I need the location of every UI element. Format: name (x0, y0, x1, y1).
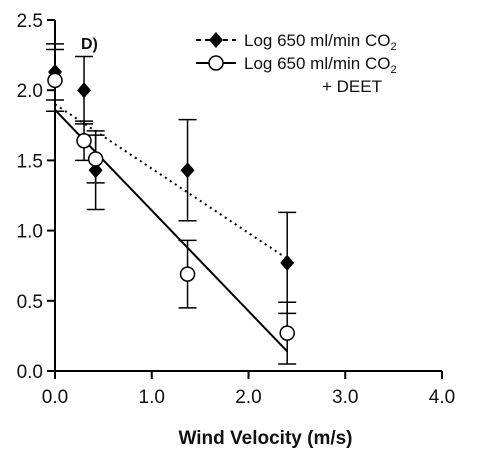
x-tick-label: 2.0 (235, 387, 261, 408)
legend-marker-open-circle (208, 55, 224, 71)
panel-label: D) (81, 36, 98, 53)
legend-marker-filled-diamond (209, 32, 223, 48)
y-tick-label: 0.5 (17, 292, 43, 313)
axes: 0.0 1.0 2.0 3.0 4.0 0.0 0.5 1.0 1.5 2.0 2.5 Wind Ve… (17, 11, 456, 449)
data-point-diamond (180, 162, 195, 179)
data-point-circle (47, 72, 63, 89)
y-tick-label: 1.5 (17, 151, 43, 172)
x-tick-label: 4.0 (429, 387, 455, 408)
x-tick-label: 0.0 (42, 387, 68, 408)
y-tick-label: 2.0 (17, 81, 43, 102)
legend-label-series-2: Log 650 ml/min CO2 (244, 54, 397, 76)
y-tick-label: 1.0 (17, 222, 43, 243)
data-point-diamond (88, 162, 103, 179)
data-point-circle (76, 132, 92, 149)
data-point-circle (179, 266, 196, 282)
data-point-circle (279, 325, 295, 341)
legend-label-series-2-line2: + DEET (322, 77, 382, 96)
data-point-circle (87, 151, 104, 167)
fit-line-series-2 (54, 109, 288, 353)
fit-line-series-1 (54, 103, 288, 260)
x-tick-label: 3.0 (332, 387, 358, 408)
y-tick-label: 0.0 (17, 362, 43, 383)
fit-lines (54, 103, 288, 353)
y-tick-label: 2.5 (17, 11, 43, 32)
legend-label-series-1: Log 650 ml/min CO2 (244, 31, 397, 53)
data-point-diamond (280, 254, 295, 271)
data-point-diamond (77, 82, 92, 99)
legend: Log 650 ml/min CO2 Log 650 ml/min CO2 + … (196, 31, 397, 96)
x-axis-title: Wind Velocity (m/s) (178, 428, 352, 449)
x-tick-label: 1.0 (139, 387, 165, 408)
data-points (47, 63, 295, 341)
